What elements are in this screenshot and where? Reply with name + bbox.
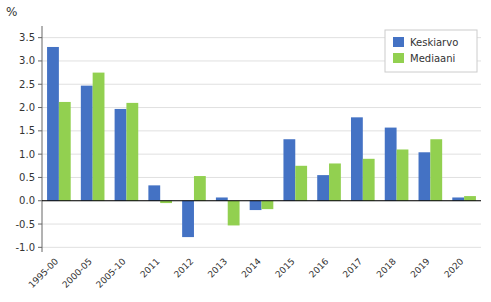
bar (295, 166, 307, 201)
bar (430, 139, 442, 201)
tick-label: 1995-00 (27, 256, 61, 290)
grid-line (42, 177, 481, 178)
grid-line (42, 84, 481, 85)
tick-label: 2020 (442, 256, 465, 279)
x-axis: 1995-002000-052005-10 2011 2012 2013 2014 201… (27, 256, 466, 290)
bar (329, 163, 341, 200)
legend-swatch (393, 37, 404, 47)
bar (363, 159, 375, 201)
legend-swatch (393, 53, 404, 63)
bar (182, 201, 194, 237)
bar (148, 185, 160, 200)
bars (47, 47, 476, 237)
bar (126, 103, 138, 201)
tick-mark (38, 154, 42, 155)
tick-label: 2.5 (19, 79, 35, 90)
grid-line (42, 224, 481, 225)
tick-label: 2015 (273, 256, 296, 279)
zero-line (42, 200, 481, 201)
bar (47, 47, 59, 201)
grid-line (42, 130, 481, 131)
tick-label: 2005-10 (94, 256, 128, 290)
tick-label: -0.5 (15, 219, 35, 230)
axis-label: % (6, 5, 17, 19)
bar (262, 201, 274, 209)
tick-label: 0.5 (19, 172, 35, 183)
grid-line (42, 107, 481, 108)
tick-label: 2018 (375, 256, 398, 279)
bar (59, 102, 71, 201)
tick-label: 3.0 (19, 55, 35, 66)
tick-label: 2012 (172, 256, 195, 279)
tick-mark (38, 107, 42, 108)
tick-label: 2019 (408, 256, 431, 279)
bar (115, 109, 127, 201)
tick-mark (38, 177, 42, 178)
tick-label: -1.0 (15, 242, 35, 253)
bar (464, 196, 476, 201)
legend: Keskiarvo Mediaani (385, 30, 477, 72)
tick-mark (38, 200, 42, 201)
grid-line (42, 247, 481, 248)
tick-mark (38, 37, 42, 38)
bar (81, 86, 93, 201)
tick-label: 2.0 (19, 102, 35, 113)
tick-label: 2013 (206, 256, 229, 279)
bar (419, 152, 431, 200)
grid-line (42, 200, 481, 201)
chart: -1.0 -0.5 0.0 0.5 1.0 1.5 2.0 2.5 3.0 3.5% 1995-00… (0, 0, 491, 302)
tick-mark (38, 60, 42, 61)
bar (397, 149, 409, 200)
grid-line (42, 154, 481, 155)
tick-mark (38, 130, 42, 131)
tick-label: 2014 (240, 256, 263, 279)
tick-label: 1.5 (19, 125, 35, 136)
bar (283, 139, 295, 201)
bar (228, 201, 240, 226)
bar (385, 128, 397, 201)
y-axis: -1.0 -0.5 0.0 0.5 1.0 1.5 2.0 2.5 3.0 3.5 (15, 26, 42, 253)
tick-label: 2016 (307, 256, 330, 279)
tick-label: 2017 (341, 256, 364, 279)
tick-mark (38, 84, 42, 85)
bar (317, 175, 329, 201)
axis-line (42, 26, 43, 252)
tick-label: 1.0 (19, 149, 35, 160)
bar (250, 201, 262, 210)
tick-label: 2011 (138, 256, 161, 279)
legend-box (385, 30, 477, 72)
tick-label: 3.5 (19, 32, 35, 43)
bar (93, 73, 105, 201)
tick-mark (38, 247, 42, 248)
tick-mark (38, 224, 42, 225)
legend-label: Mediaani (410, 53, 455, 64)
bar (194, 176, 206, 201)
bar (351, 117, 363, 200)
tick-label: 2000-05 (60, 256, 94, 290)
tick-label: 0.0 (19, 195, 35, 206)
legend-label: Keskiarvo (410, 37, 458, 48)
